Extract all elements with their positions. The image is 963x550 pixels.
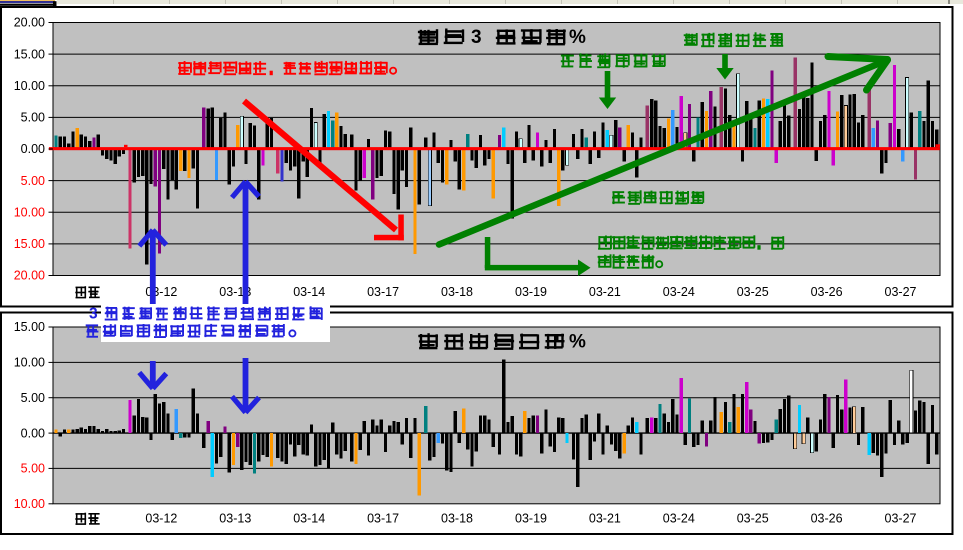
svg-text:03-24: 03-24 [663, 512, 695, 526]
svg-text:03-19: 03-19 [515, 285, 547, 299]
svg-text:03-25: 03-25 [737, 285, 769, 299]
svg-text:03-27: 03-27 [885, 512, 917, 526]
svg-text:03-14: 03-14 [293, 512, 325, 526]
svg-text:0.00: 0.00 [21, 426, 45, 440]
svg-text:15.00: 15.00 [14, 237, 45, 251]
svg-text:03-12: 03-12 [145, 512, 177, 526]
svg-text:10.00: 10.00 [14, 205, 45, 219]
svg-text:5.00: 5.00 [21, 391, 45, 405]
svg-text:03-21: 03-21 [589, 512, 621, 526]
svg-text:03-19: 03-19 [515, 512, 547, 526]
svg-text:3: 3 [89, 306, 98, 323]
svg-text:03-18: 03-18 [441, 512, 473, 526]
svg-text:20.00: 20.00 [14, 16, 45, 30]
svg-text:03-17: 03-17 [367, 285, 399, 299]
svg-text:03-14: 03-14 [293, 285, 325, 299]
svg-text:5.00: 5.00 [21, 462, 45, 476]
svg-text:%: % [569, 332, 586, 353]
svg-text:%: % [569, 27, 586, 48]
svg-text:5.00: 5.00 [21, 174, 45, 188]
svg-text:03-25: 03-25 [737, 512, 769, 526]
svg-text:0.00: 0.00 [21, 142, 45, 156]
svg-text:20.00: 20.00 [14, 269, 45, 283]
svg-text:03-21: 03-21 [589, 285, 621, 299]
svg-text:5.00: 5.00 [21, 111, 45, 125]
svg-text:03-27: 03-27 [885, 285, 917, 299]
svg-text:3: 3 [471, 27, 482, 48]
svg-text:10.00: 10.00 [14, 497, 45, 511]
svg-text:03-26: 03-26 [811, 285, 843, 299]
svg-text:03-18: 03-18 [441, 285, 473, 299]
svg-text:10.00: 10.00 [14, 356, 45, 370]
svg-text:15.00: 15.00 [14, 47, 45, 61]
svg-text:03-17: 03-17 [367, 512, 399, 526]
svg-text:03-24: 03-24 [663, 285, 695, 299]
svg-text:15.00: 15.00 [14, 320, 45, 334]
svg-text:03-26: 03-26 [811, 512, 843, 526]
svg-text:10.00: 10.00 [14, 79, 45, 93]
svg-text:03-13: 03-13 [219, 512, 251, 526]
